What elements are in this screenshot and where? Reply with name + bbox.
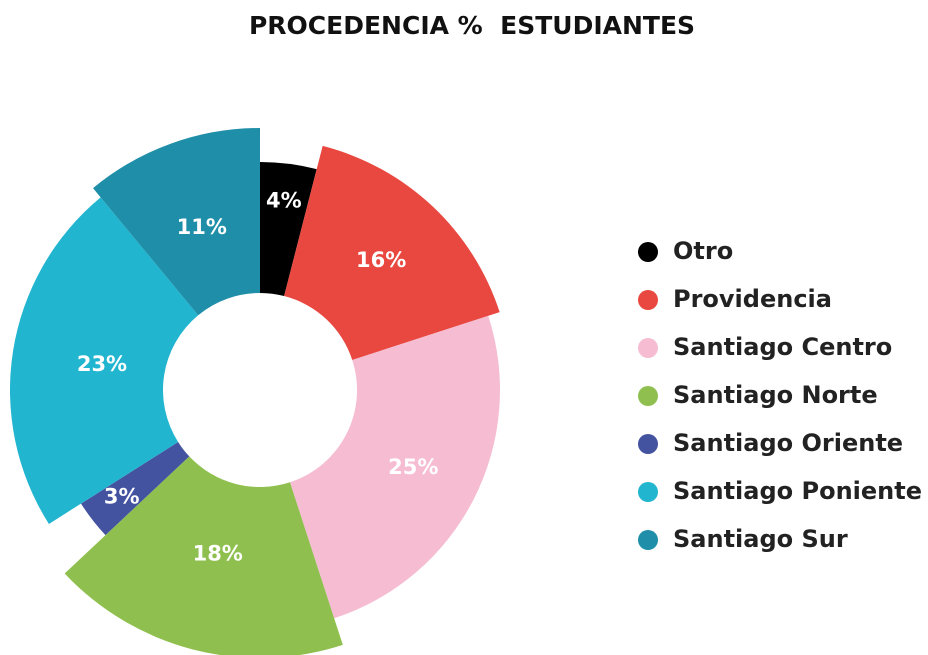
legend-label: Santiago Centro: [673, 333, 892, 361]
legend-label: Providencia: [673, 285, 832, 313]
legend-swatch: [638, 242, 658, 262]
legend-label: Santiago Oriente: [673, 429, 903, 457]
pie-slice: [289, 315, 500, 619]
legend-swatch: [638, 290, 658, 310]
slice-label: 16%: [356, 248, 406, 272]
legend-label: Santiago Norte: [673, 381, 878, 409]
chart-title: PROCEDENCIA % ESTUDIANTES: [249, 11, 695, 40]
slice-label: 25%: [388, 455, 438, 479]
slice-label: 11%: [177, 215, 227, 239]
legend-label: Otro: [673, 237, 733, 265]
legend-swatch: [638, 482, 658, 502]
pie-slice: [92, 128, 261, 316]
pie-slice: [9, 197, 199, 524]
legend-swatch: [638, 386, 658, 406]
pie-slice: [81, 441, 190, 536]
slice-label: 4%: [266, 188, 302, 212]
pie-slice: [284, 145, 500, 361]
legend-label: Santiago Sur: [673, 525, 848, 553]
slice-label: 3%: [104, 484, 140, 508]
legend-label: Santiago Poniente: [673, 477, 922, 505]
pie-slice: [260, 162, 317, 297]
slice-label: 23%: [77, 352, 127, 376]
slice-label: 18%: [193, 542, 243, 566]
legend-swatch: [638, 530, 658, 550]
legend-swatch: [638, 338, 658, 358]
pie-slice: [64, 456, 343, 655]
legend-swatch: [638, 434, 658, 454]
